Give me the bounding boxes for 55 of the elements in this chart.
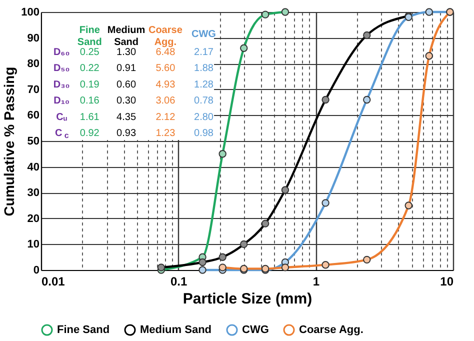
annotation: 0.93 — [116, 128, 136, 139]
x-tick-label: 1 — [312, 274, 320, 288]
y-axis-title: Cumulative % Passing — [1, 66, 18, 216]
y-tick-label: 50 — [27, 136, 40, 148]
annotation: 0.98 — [194, 128, 214, 139]
y-tick-label: 70 — [27, 84, 40, 96]
annotation: 2.12 — [156, 112, 176, 123]
annotation: 1.30 — [116, 47, 136, 58]
annotation: 1.28 — [194, 79, 214, 90]
annotation: 0.16 — [80, 96, 100, 107]
annotation: Cᵤ — [56, 112, 68, 123]
annotation: 5.60 — [156, 63, 176, 74]
x-tick-label: 0.01 — [42, 274, 66, 288]
annotation: Coarse Agg. — [148, 25, 183, 48]
y-tick-label: 30 — [27, 187, 40, 200]
y-tick-label: 20 — [27, 212, 40, 225]
y-tick-label: 90 — [27, 32, 40, 44]
y-tick-label: 80 — [27, 58, 40, 70]
annotation: 0.91 — [116, 63, 136, 74]
y-tick-label: 40 — [27, 161, 40, 174]
annotation: D₃₀ — [53, 79, 70, 90]
annotation: D₁₀ — [54, 96, 70, 107]
annotation: 1.88 — [194, 63, 214, 74]
annotation: 1.23 — [156, 128, 176, 139]
annotation: 0.22 — [80, 63, 100, 74]
annotation: D₅₀ — [53, 63, 70, 74]
annotation: 2.80 — [194, 112, 214, 123]
legend-label: CWG — [242, 324, 269, 336]
y-tick-label: 10 — [27, 238, 40, 251]
x-tick-label: 0.1 — [170, 274, 188, 288]
x-axis-title: Particle Size (mm) — [182, 290, 312, 308]
annotation: Medium Sand — [107, 25, 146, 48]
x-tick-label: 10 — [440, 274, 454, 288]
annotation: 6.48 — [156, 47, 176, 58]
annotation: 0.25 — [80, 47, 100, 58]
annotation: 0.78 — [194, 96, 214, 107]
annotation: 0.30 — [116, 96, 136, 107]
y-tick-label: 100 — [21, 6, 40, 18]
y-tick-label: 60 — [27, 110, 40, 122]
annotation: 3.06 — [156, 96, 176, 107]
annotation: D₆₀ — [53, 47, 70, 58]
annotation: CWG — [192, 29, 216, 40]
y-tick-label: 0 — [33, 264, 40, 276]
legend-label: Medium Sand — [140, 324, 212, 336]
annotation: 0.92 — [80, 128, 100, 139]
annotation: 4.93 — [156, 79, 176, 90]
legend-label: Fine Sand — [57, 324, 110, 336]
annotation: 4.35 — [116, 112, 136, 123]
annotation: Cc — [54, 128, 70, 140]
annotation: 0.60 — [116, 79, 136, 90]
annotation: 2.17 — [194, 47, 214, 58]
annotation: 1.61 — [80, 112, 100, 123]
annotation: 0.19 — [80, 79, 100, 90]
legend-label: Coarse Agg. — [299, 324, 364, 336]
annotation: Fine Sand — [77, 25, 102, 48]
